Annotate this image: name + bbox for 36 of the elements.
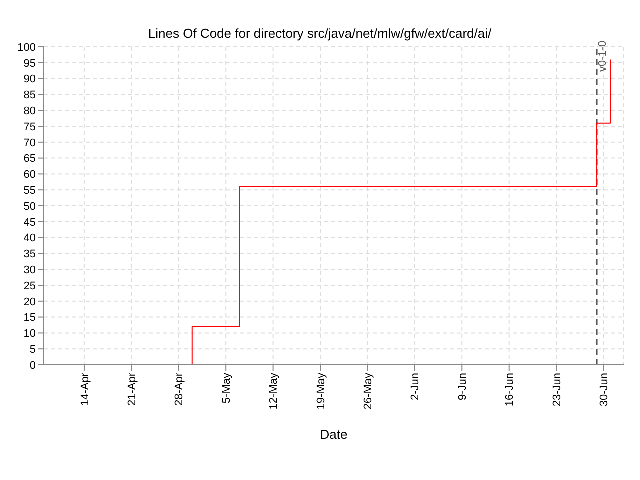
x-tick-label: 9-Jun xyxy=(456,373,469,401)
x-tick-label: 16-Jun xyxy=(504,373,516,407)
y-tick-label: 55 xyxy=(24,185,36,198)
y-tick-label: 0 xyxy=(30,360,36,372)
x-tick-label: 23-Jun xyxy=(551,373,564,407)
y-tick-label: 70 xyxy=(24,137,36,150)
ref-line-label: v0-1-0 xyxy=(596,40,609,72)
y-tick-label: 65 xyxy=(24,153,36,166)
y-tick-label: 100 xyxy=(18,42,36,54)
y-tick-label: 30 xyxy=(24,264,36,277)
y-tick-label: 75 xyxy=(24,121,36,134)
y-tick-label: 95 xyxy=(24,58,36,70)
x-tick-label: 12-May xyxy=(268,372,280,410)
chart-subtitle: Lines Of Code for directory src/java/net/mlw/gfw/ext/card/ai/ xyxy=(147,26,493,41)
y-tick-label: 50 xyxy=(24,200,36,213)
x-tick-label: 2-Jun xyxy=(410,373,422,401)
y-tick-label: 85 xyxy=(24,90,36,102)
y-tick-label: 90 xyxy=(24,74,36,86)
x-tick-label: 26-May xyxy=(362,372,375,410)
y-tick-label: 10 xyxy=(24,328,36,340)
x-tick-label: 21-Apr xyxy=(126,372,138,406)
y-tick-label: 60 xyxy=(24,169,36,182)
y-tick-label: 15 xyxy=(24,312,36,324)
y-tick-label: 5 xyxy=(30,344,36,356)
x-tick-label: 5-May xyxy=(220,372,233,404)
y-tick-label: 35 xyxy=(24,248,36,261)
y-tick-label: 80 xyxy=(24,106,36,118)
x-axis-title: Date xyxy=(320,427,348,442)
y-tick-label: 20 xyxy=(24,296,36,308)
y-tick-label: 40 xyxy=(24,232,36,245)
x-tick-label: 19-May xyxy=(315,372,328,410)
x-tick-label: 14-Apr xyxy=(79,372,92,406)
x-tick-label: 30-Jun xyxy=(598,373,611,407)
x-tick-label: 28-Apr xyxy=(174,372,186,406)
y-tick-label: 25 xyxy=(24,280,36,292)
y-tick-label: 45 xyxy=(24,216,36,229)
